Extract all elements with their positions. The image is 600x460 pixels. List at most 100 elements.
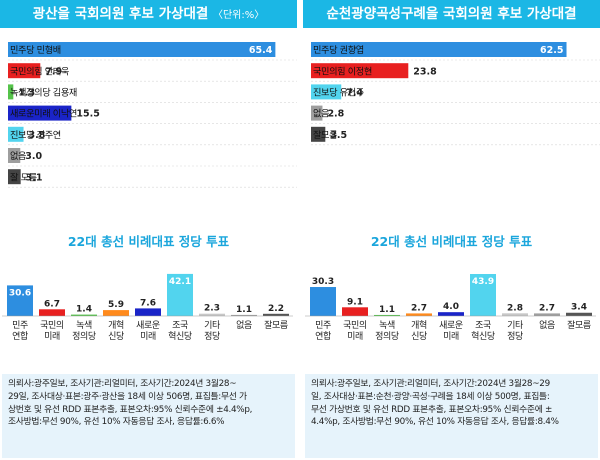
value-label: 30.3 bbox=[312, 277, 334, 287]
bar-없음 bbox=[311, 105, 323, 121]
survey-note-line: 의뢰사:광주일보, 조사기관:리얼미터, 조사기간:2024년 3월28~ bbox=[8, 379, 237, 389]
category-label: 없음 bbox=[313, 109, 329, 120]
bar-잘모름 bbox=[263, 313, 289, 316]
bar-녹색-정의당 bbox=[374, 314, 400, 316]
category-label: 연합 bbox=[12, 331, 28, 342]
bar-조국-혁신당 bbox=[470, 274, 496, 316]
value-label: 3.0 bbox=[25, 151, 42, 162]
bar-진보당-전주연 bbox=[8, 126, 24, 142]
value-label: 7.6 bbox=[140, 298, 156, 308]
bar-기타-정당 bbox=[502, 313, 528, 316]
value-label: 43.9 bbox=[472, 277, 494, 287]
category-label: 진보당 전주연 bbox=[10, 130, 61, 141]
survey-note-line: 29일, 조사대상·표본:광주·광산을 18세 이상 506명, 표집틀:무선 … bbox=[8, 391, 247, 402]
bar-민주당-민형배 bbox=[8, 42, 276, 57]
bar-새로운-미래 bbox=[438, 312, 464, 316]
category-label: 개혁 bbox=[411, 320, 427, 331]
category-label: 개혁 bbox=[108, 320, 124, 331]
category-label: 새로운 bbox=[439, 320, 463, 331]
value-label: 3.8 bbox=[29, 130, 46, 141]
category-label: 국민의 bbox=[40, 320, 64, 331]
value-label: 15.5 bbox=[76, 109, 99, 120]
category-label: 없음 bbox=[236, 320, 252, 331]
panel-suncheon-candidate: 순천광양곡성구례을 국회의원 후보 가상대결 민주당 권향엽 62.5 국민의힘 이… bbox=[303, 0, 600, 228]
category-label: 녹색정의당 김용재 bbox=[10, 87, 77, 99]
value-label: 6.7 bbox=[44, 299, 60, 309]
bar-민주당-권향엽 bbox=[311, 42, 567, 57]
value-label: 1.1 bbox=[236, 305, 252, 315]
category-label: 신당 bbox=[108, 331, 124, 342]
value-label: 65.4 bbox=[249, 45, 273, 56]
value-label: 23.8 bbox=[413, 66, 437, 77]
bar-국민의힘-이정현 bbox=[311, 63, 409, 79]
panel-gwangsan-party: 22대 총선 비례대표 정당 투표 30.6 민주 연합 6.7 국민의 미래 1.4 녹색 정… bbox=[0, 230, 297, 460]
category-label: 국민의 bbox=[343, 320, 367, 331]
panel-title: 광산을 국회의원 후보 가상대결 bbox=[32, 6, 209, 22]
survey-note-line: 무선 가상번호 및 유선 RDD 표본추출, 표본오차:95% 신뢰수준에 ± bbox=[311, 404, 553, 415]
category-label: 연합 bbox=[315, 331, 331, 342]
bar-조국-혁신당 bbox=[167, 273, 193, 316]
value-label: 1.1 bbox=[379, 305, 395, 315]
category-label: 미래 bbox=[140, 331, 156, 342]
category-label: 없음 bbox=[10, 151, 26, 162]
category-label: 신당 bbox=[411, 331, 427, 342]
value-label: 7.9 bbox=[45, 66, 62, 77]
panel-title-bar: 광산을 국회의원 후보 가상대결 〈단위:%〉 bbox=[0, 0, 297, 28]
category-label: 미래 bbox=[347, 331, 363, 342]
bar-새로운미래-이낙연 bbox=[8, 105, 72, 121]
bar-민주-연합 bbox=[7, 285, 33, 316]
survey-note-line: 상번호 및 유선 RDD 표본추출, 표본오차:95% 신뢰수준에 ±4.4%p… bbox=[8, 404, 253, 415]
bar-국민의-미래 bbox=[39, 309, 65, 316]
category-label: 민주 bbox=[12, 320, 28, 331]
value-label: 2.7 bbox=[411, 303, 427, 313]
bar-개혁-신당 bbox=[103, 310, 129, 316]
category-label: 조국 bbox=[172, 320, 188, 331]
bar-기타-정당 bbox=[199, 313, 225, 316]
category-label: 잘모름 bbox=[264, 319, 288, 331]
value-label: 2.8 bbox=[507, 303, 523, 313]
value-label: 1.3 bbox=[18, 88, 35, 99]
survey-notes: 의뢰사:광주일보, 조사기관:리얼미터, 조사기간:2024년 3월28~29 … bbox=[305, 374, 598, 458]
bar-잘모름 bbox=[311, 126, 326, 142]
bar-녹색정의당-김용재 bbox=[8, 84, 14, 100]
category-label: 조국 bbox=[475, 320, 491, 331]
value-label: 3.1 bbox=[26, 172, 43, 183]
category-label: 잘 모름 bbox=[10, 171, 37, 183]
value-label: 42.1 bbox=[169, 277, 191, 287]
category-label: 새로운 bbox=[136, 320, 160, 331]
bar-없음 bbox=[534, 313, 560, 316]
bar-잘모름 bbox=[566, 312, 592, 316]
unit-label: 〈단위:%〉 bbox=[212, 10, 265, 21]
category-label: 새로운미래 이낙연 bbox=[10, 109, 77, 120]
category-label: 녹색 bbox=[379, 320, 395, 331]
category-label: 기타 bbox=[507, 320, 524, 331]
category-label: 민주당 권향엽 bbox=[313, 44, 364, 56]
value-label: 3.5 bbox=[330, 130, 347, 141]
category-label: 민주 bbox=[315, 320, 331, 331]
category-label: 민주당 민형배 bbox=[10, 45, 61, 56]
category-label: 녹색 bbox=[76, 320, 92, 331]
survey-notes: 의뢰사:광주일보, 조사기관:리얼미터, 조사기간:2024년 3월28~ 29… bbox=[2, 374, 295, 458]
value-label: 2.2 bbox=[268, 304, 284, 314]
category-label: 잘모름 bbox=[567, 319, 591, 331]
category-label: 정의당 bbox=[72, 331, 96, 342]
bar-없음 bbox=[8, 148, 21, 163]
category-label: 혁신당 bbox=[168, 331, 192, 342]
value-label: 5.9 bbox=[108, 300, 124, 310]
bar-잘-모름 bbox=[8, 169, 21, 185]
category-label: 정의당 bbox=[375, 331, 399, 342]
category-label: 정당 bbox=[204, 331, 220, 342]
bar-녹색-정의당 bbox=[71, 314, 97, 316]
value-label: 2.8 bbox=[327, 109, 344, 120]
value-label: 7.4 bbox=[346, 88, 363, 99]
survey-note-line: 의뢰사:광주일보, 조사기관:리얼미터, 조사기간:2024년 3월28~29 bbox=[311, 379, 550, 389]
value-label: 1.4 bbox=[76, 305, 92, 315]
value-label: 3.4 bbox=[571, 303, 587, 313]
category-label: 국민의힘 안태욱 bbox=[10, 66, 69, 77]
bar-없음 bbox=[231, 314, 257, 316]
value-label: 62.5 bbox=[540, 45, 563, 56]
survey-note-line: 4.4%p, 조사방법:무선 90%, 유선 10% 자동응답 조사, 응답률:… bbox=[311, 417, 559, 428]
